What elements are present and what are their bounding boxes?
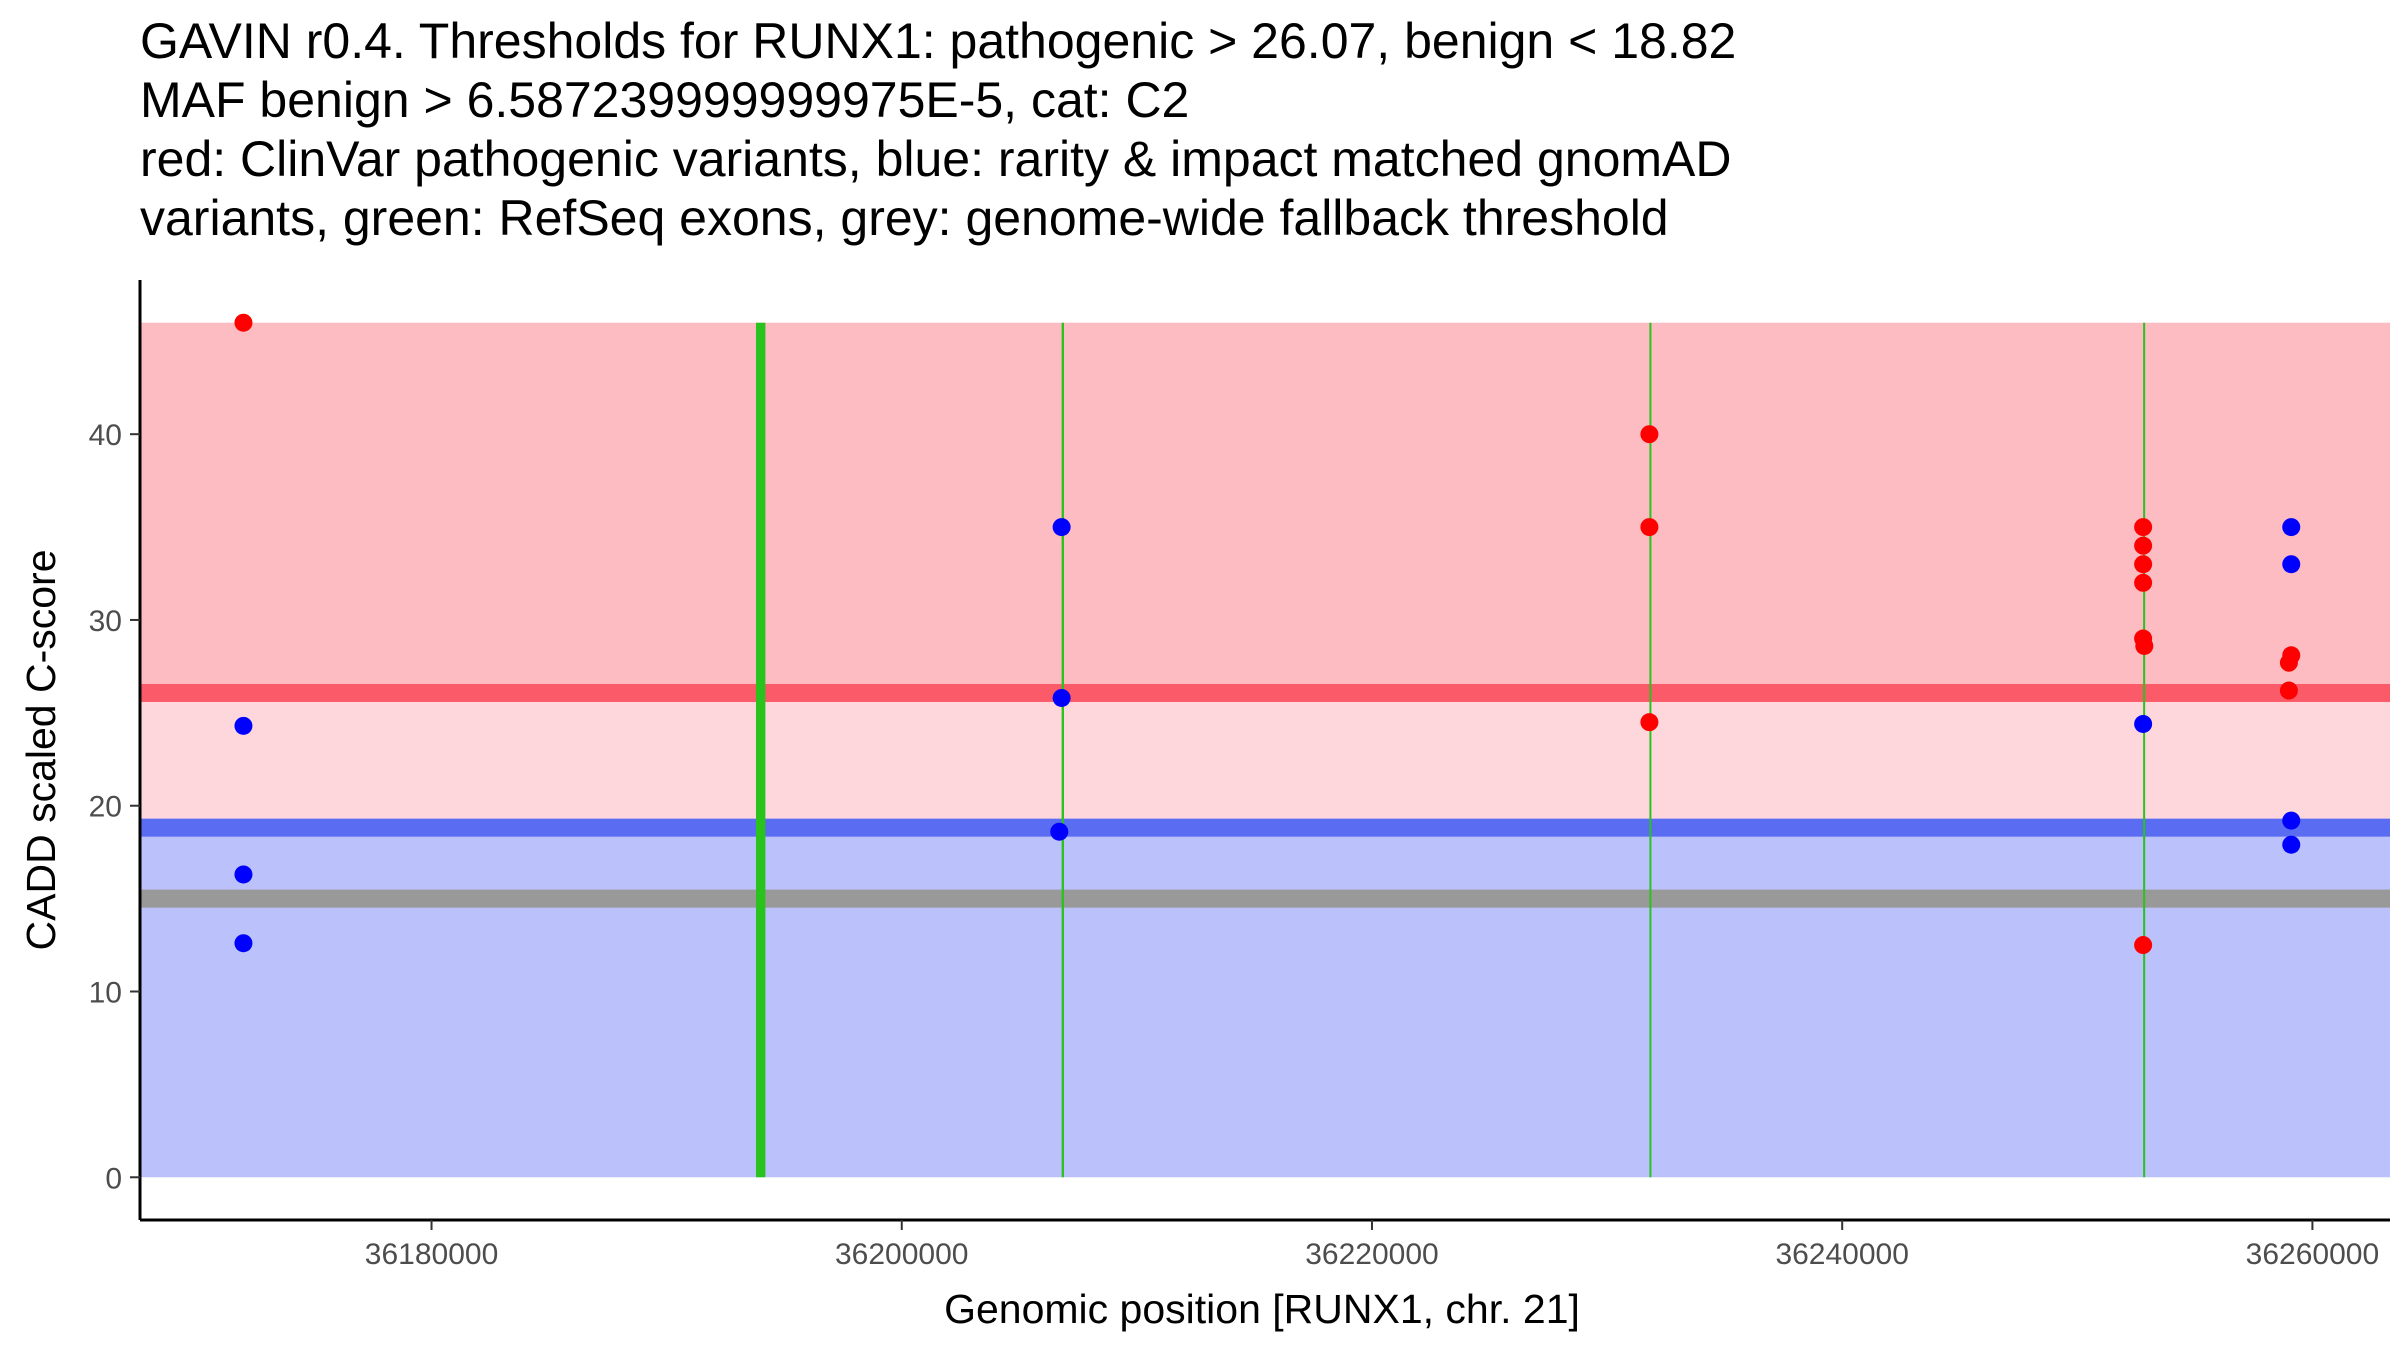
pathogenic-threshold-line [140, 683, 2390, 702]
title-line-3: red: ClinVar pathogenic variants, blue: … [140, 131, 1732, 187]
gnomad-variant-point [2282, 811, 2301, 830]
gnomad-variant-point [234, 934, 253, 953]
pathogenic-variant-point [2279, 653, 2298, 672]
x-tick-label: 36180000 [365, 1238, 498, 1271]
gnomad-variant-point [1052, 518, 1071, 537]
x-tick-label: 36240000 [1775, 1238, 1908, 1271]
pathogenic-variant-point [1640, 713, 1659, 732]
y-tick-label: 10 [89, 977, 122, 1010]
exon-markers [755, 322, 2146, 1178]
pathogenic-variant-point [2279, 681, 2298, 700]
pathogenic-zone [140, 322, 2390, 693]
data-points [234, 313, 2301, 955]
y-axis-title: CADD scaled C-score [18, 550, 64, 951]
exon-4 [2143, 322, 2146, 1178]
gnomad-variant-point [2282, 555, 2301, 574]
chart-title: GAVIN r0.4. Thresholds for RUNX1: pathog… [140, 12, 1736, 248]
benign-zone [140, 827, 2390, 1178]
x-tick-label: 36260000 [2246, 1238, 2379, 1271]
gnomad-variant-point [234, 716, 253, 735]
gnomad-variant-point [2134, 714, 2153, 733]
pathogenic-variant-point [2134, 518, 2153, 537]
pathogenic-variant-point [234, 313, 253, 332]
benign-threshold-line [140, 818, 2390, 837]
y-tick-label: 0 [105, 1162, 122, 1195]
threshold-bands [140, 322, 2390, 1178]
gnomad-variant-point [234, 865, 253, 884]
pathogenic-variant-point [2135, 636, 2154, 655]
gnomad-variant-point [2282, 518, 2301, 537]
title-line-1: GAVIN r0.4. Thresholds for RUNX1: pathog… [140, 13, 1737, 69]
pathogenic-variant-point [1640, 518, 1659, 537]
exon-2 [1061, 322, 1064, 1178]
y-tick-label: 20 [89, 791, 122, 824]
pathogenic-variant-point [2134, 573, 2153, 592]
exon-1 [755, 322, 766, 1178]
pathogenic-variant-point [2134, 555, 2153, 574]
x-tick-label: 36200000 [835, 1238, 968, 1271]
threshold-lines [140, 683, 2390, 908]
x-tick-label: 36220000 [1305, 1238, 1438, 1271]
pathogenic-variant-point [1640, 425, 1659, 444]
exon-3 [1649, 322, 1652, 1178]
axes: 0 10 20 30 40 36180000 36200000 36220000 3624000… [89, 280, 2390, 1271]
y-tick-label: 30 [89, 605, 122, 638]
title-line-4: variants, green: RefSeq exons, grey: gen… [140, 190, 1669, 246]
fallback-threshold-line [140, 889, 2390, 908]
pathogenic-variant-point [2134, 936, 2153, 955]
gnomad-variant-point [1052, 688, 1071, 707]
x-axis-title: Genomic position [RUNX1, chr. 21] [944, 1286, 1580, 1332]
intermediate-zone [140, 692, 2390, 828]
title-line-2: MAF benign > 6.587239999999975E-5, cat: … [140, 72, 1190, 128]
y-tick-label: 40 [89, 419, 122, 452]
gnomad-variant-point [2282, 835, 2301, 854]
pathogenic-variant-point [2134, 536, 2153, 555]
gnomad-variant-point [1050, 822, 1069, 841]
